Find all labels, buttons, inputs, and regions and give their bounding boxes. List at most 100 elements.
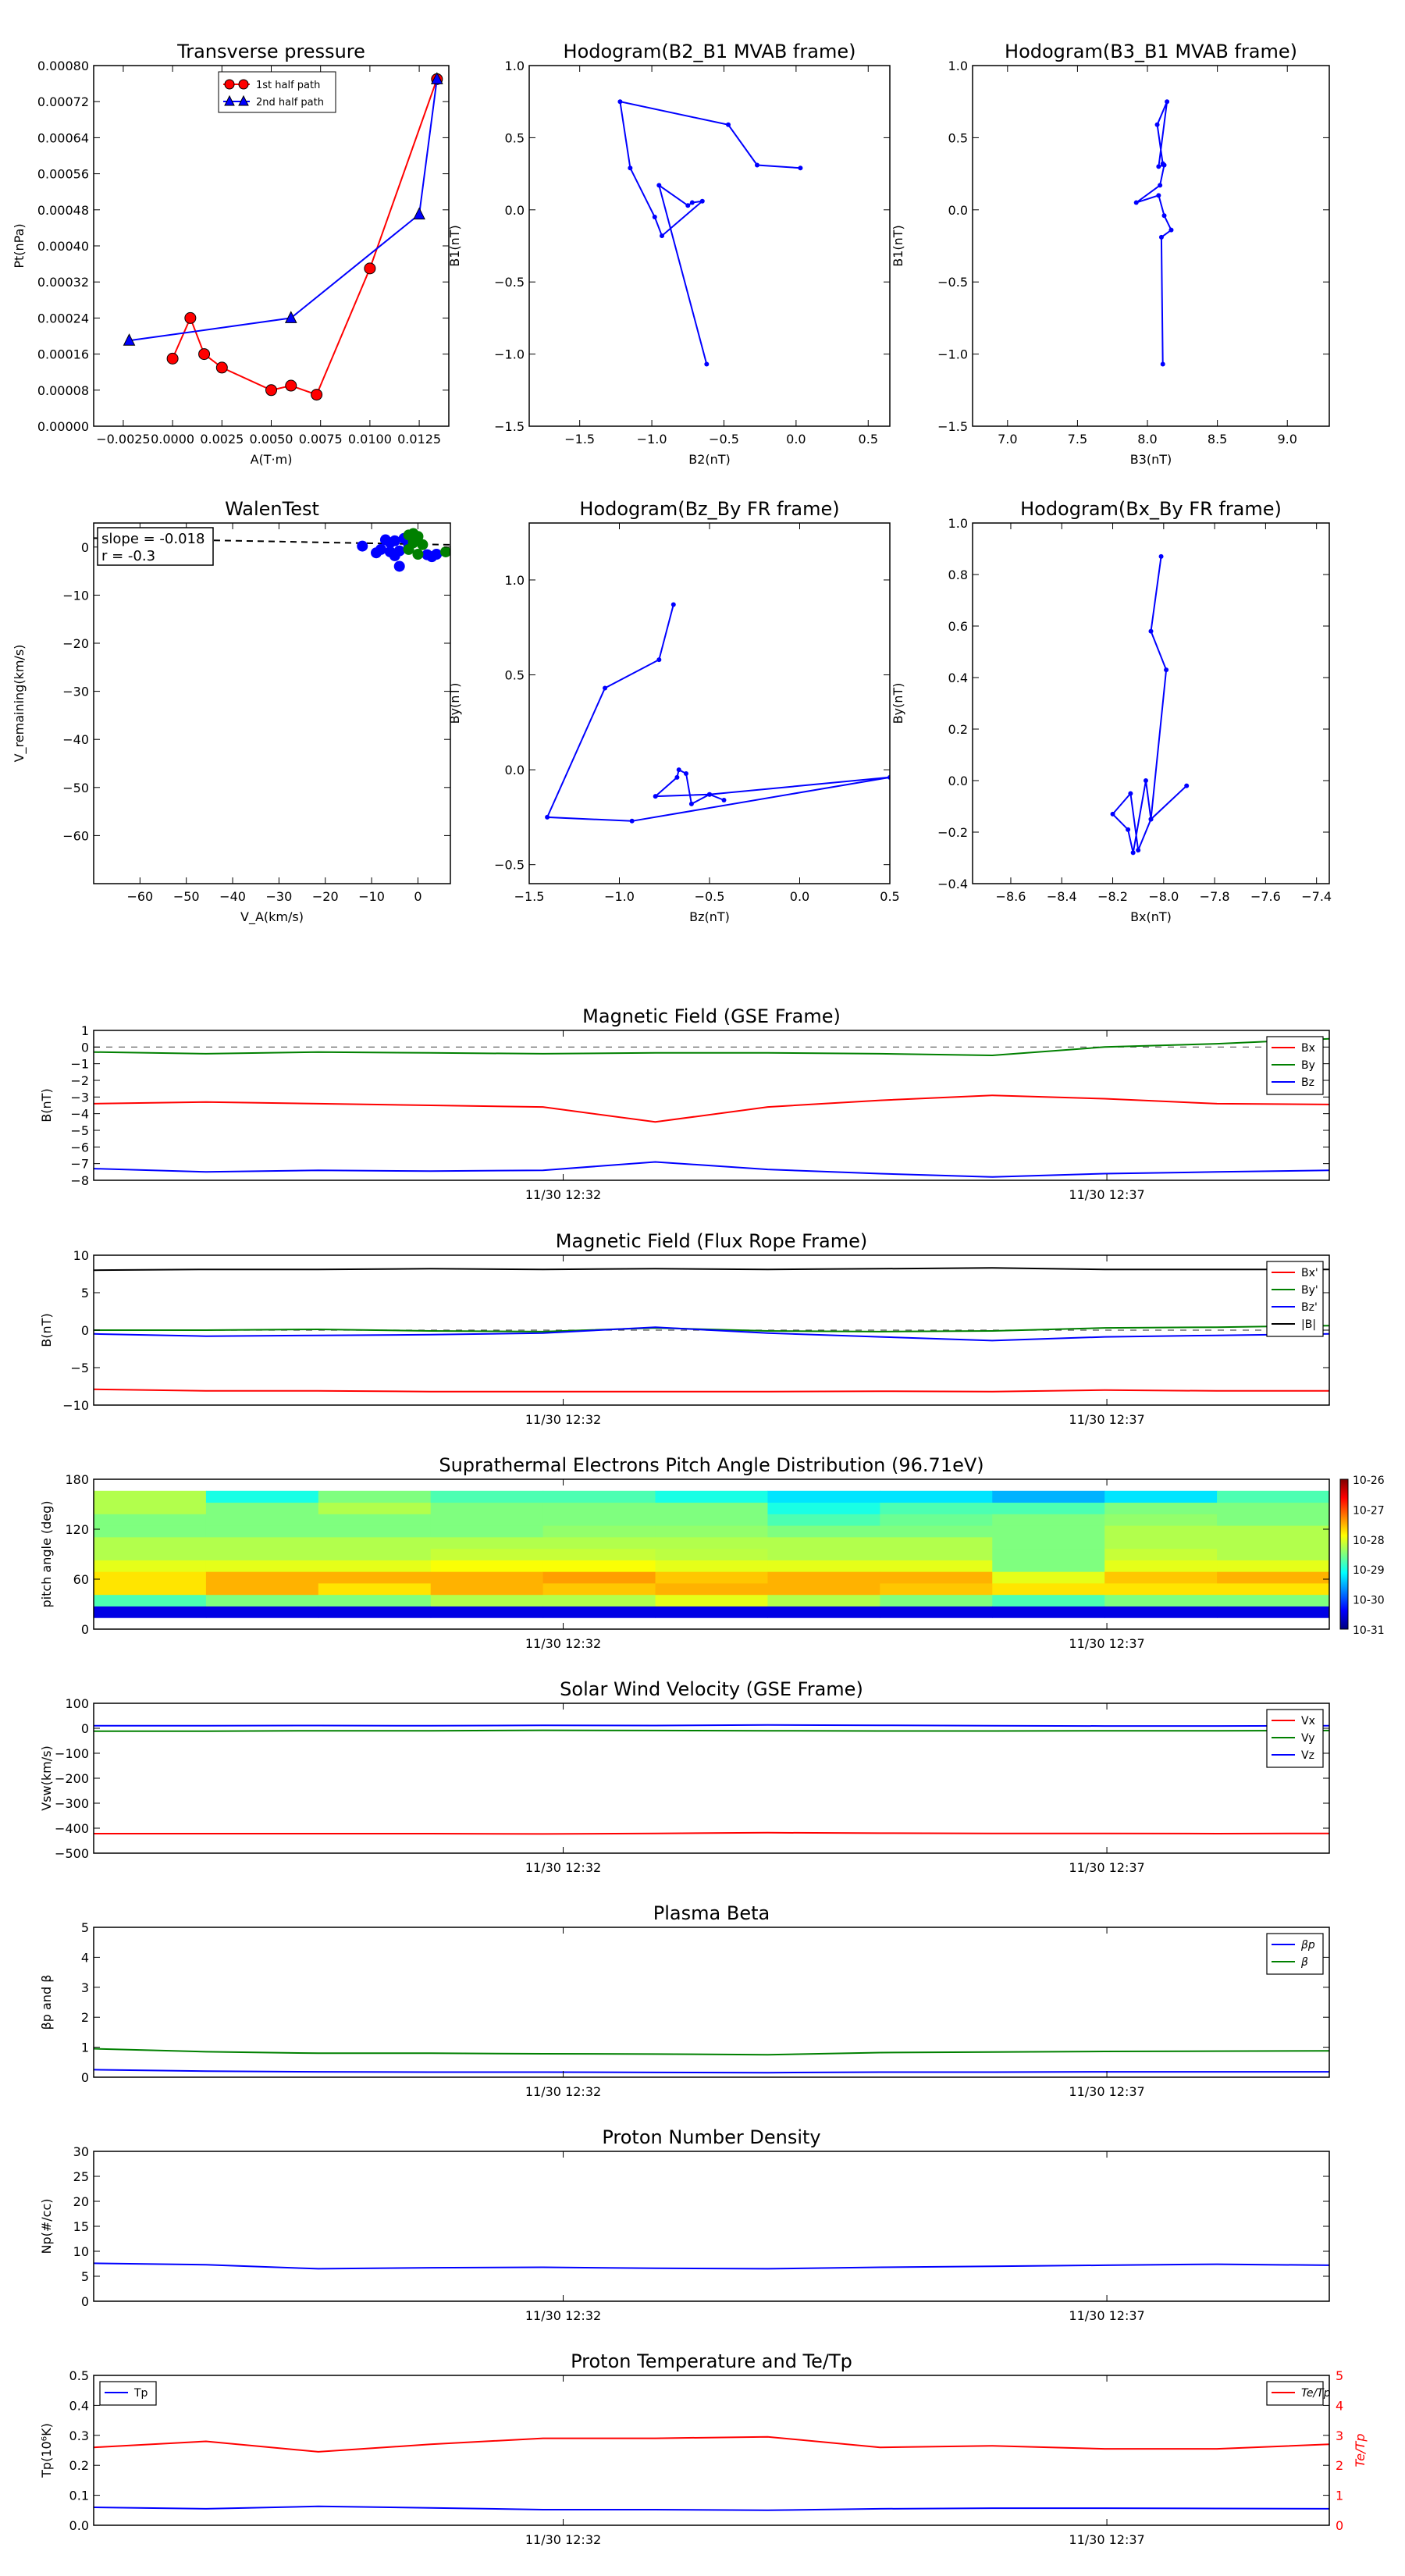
data-point (699, 198, 705, 204)
data-point (1184, 783, 1190, 788)
heatmap-cell (430, 1548, 544, 1560)
y2-tick-label: 5 (1336, 2368, 1343, 2383)
data-point (1110, 811, 1115, 817)
colorbar-label: 10-30 (1353, 1595, 1385, 1607)
series-line (94, 2262, 1329, 2270)
chart-title: Suprathermal Electrons Pitch Angle Distr… (439, 1454, 984, 1476)
data-point (1156, 193, 1161, 198)
heatmap-cell (430, 1514, 544, 1526)
data-point (628, 165, 633, 171)
heatmap-cell (542, 1571, 656, 1584)
x-tick-label: 0.5 (859, 432, 878, 447)
data-point (215, 361, 228, 374)
heatmap-cell (542, 1490, 656, 1503)
heatmap-cell (1217, 1582, 1330, 1596)
x-tick-label: 11/30 12:32 (525, 2084, 601, 2099)
heatmap-cell (542, 1606, 656, 1618)
data-point (689, 200, 695, 205)
y-tick-label: 0.00024 (37, 311, 89, 326)
data-point (384, 537, 396, 549)
series-group (94, 528, 450, 572)
series-line (94, 1094, 1329, 1123)
series-group (94, 2048, 1329, 2074)
y-tick-label: 0.00016 (37, 347, 89, 362)
x-tick-label: 11/30 12:32 (525, 1412, 601, 1427)
heatmap-cell (992, 1548, 1105, 1560)
heatmap-cell (542, 1582, 656, 1596)
data-point (1148, 817, 1154, 822)
heatmap-cell (767, 1594, 880, 1606)
legend-marker (238, 79, 249, 90)
y-tick-label: 25 (73, 2169, 89, 2184)
mag_fr-chart: Magnetic Field (Flux Rope Frame) −10 −5 0 5 1… (39, 1230, 1330, 1427)
y-tick-label: 1.0 (948, 59, 968, 73)
data-point (184, 311, 197, 324)
heatmap-cell (655, 1606, 768, 1618)
data-point (403, 543, 414, 555)
y-tick-label: −5 (70, 1123, 89, 1138)
series-group (94, 2262, 1329, 2270)
heatmap-cell (655, 1560, 768, 1572)
heatmap-cell (1104, 1606, 1218, 1618)
legend-label: β (1300, 1956, 1308, 1969)
x-tick-label: 8.5 (1208, 432, 1227, 447)
heatmap-cell (430, 1582, 544, 1596)
series-line (619, 100, 801, 365)
legend-marker (224, 94, 235, 106)
heatmap-cell (767, 1606, 880, 1618)
data-point (629, 818, 635, 824)
heatmap-cell (767, 1560, 880, 1572)
series-group (617, 99, 803, 367)
y-tick-label: 0 (81, 2294, 89, 2309)
x-tick-label: −10 (358, 889, 385, 904)
chart-title: Plasma Beta (653, 1902, 770, 1924)
series-group (123, 72, 443, 401)
heatmap-cell (94, 1490, 207, 1503)
x-tick-label: 0.0000 (151, 432, 194, 447)
heatmap-cell (542, 1560, 656, 1572)
data-point (688, 801, 694, 806)
heatmap-cell (992, 1571, 1105, 1584)
data-point (660, 233, 665, 239)
y-tick-label: 1 (81, 1023, 89, 1038)
x-axis-label: Bx(nT) (1130, 909, 1172, 924)
data-point (357, 540, 368, 552)
heatmap-cell (880, 1548, 993, 1560)
data-point (704, 361, 710, 367)
series-group (94, 2435, 1329, 2511)
heatmap-cell (767, 1502, 880, 1514)
heatmap-cell (205, 1536, 319, 1550)
legend-label: Bz' (1301, 1301, 1318, 1314)
y-tick-label: 0.00000 (37, 419, 89, 434)
heatmap-cell (94, 1536, 207, 1550)
heatmap-cell (318, 1514, 432, 1526)
heatmap-cell (880, 1560, 993, 1572)
heatmap-cell (992, 1514, 1105, 1526)
data-point (417, 539, 429, 550)
legend-label: Bz (1301, 1076, 1314, 1089)
heatmap-cell (94, 1582, 207, 1596)
data-point (656, 183, 662, 188)
series-group (94, 1267, 1329, 1393)
data-point (431, 549, 443, 560)
pt-chart: Transverse pressure 0.00000 0.00008 0.00016… (12, 41, 450, 467)
y-tick-label: 2 (81, 2010, 89, 2025)
x-tick-label: −7.8 (1200, 889, 1230, 904)
y-tick-label: 15 (73, 2219, 89, 2234)
y-tick-label: −8 (70, 1173, 89, 1188)
data-point (617, 99, 623, 105)
heatmap-cell (992, 1606, 1105, 1618)
chart-title: Hodogram(B3_B1 MVAB frame) (1005, 41, 1297, 62)
data-point (166, 352, 179, 365)
beta-chart: Plasma Beta 0 1 2 3 4 5 βp and β 11/30 12:32 11/3… (39, 1902, 1330, 2099)
x-tick-label: 11/30 12:37 (1069, 2532, 1144, 2547)
y-tick-label: 100 (65, 1696, 89, 1711)
y-tick-label: −5 (70, 1361, 89, 1375)
data-point (412, 549, 424, 560)
x-tick-label: −20 (312, 889, 339, 904)
y-axis-label: By(nT) (891, 683, 905, 724)
data-point (393, 560, 405, 572)
heatmap-cell (1217, 1536, 1330, 1550)
x-tick-label: −60 (126, 889, 153, 904)
colorbar (1339, 1478, 1349, 1630)
